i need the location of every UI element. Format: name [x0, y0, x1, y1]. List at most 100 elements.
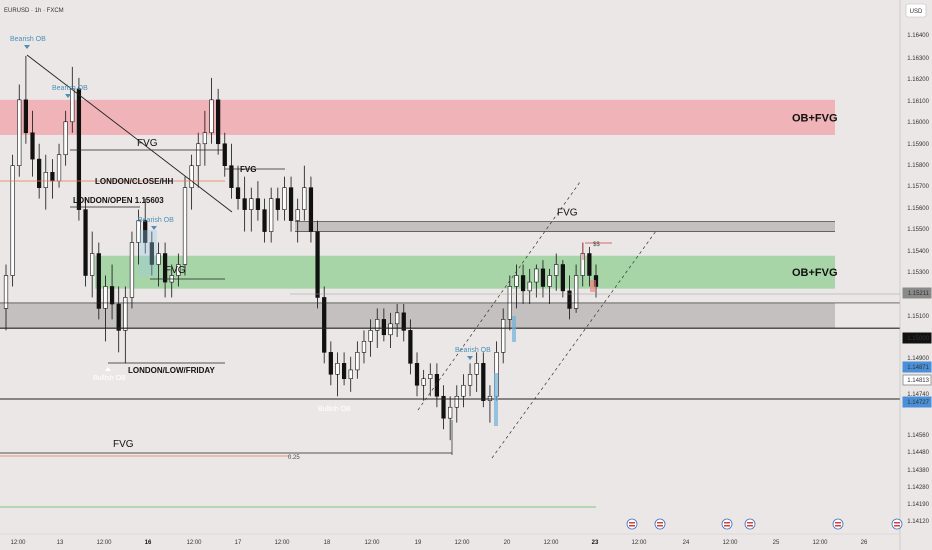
candle — [308, 176, 314, 243]
london-low-label: LONDON/LOW/FRIDAY — [128, 366, 215, 375]
candle — [381, 308, 386, 342]
price-badge-label: 1.14813 — [907, 378, 929, 384]
candle — [10, 154, 15, 287]
candle-body — [547, 275, 552, 287]
price-badge — [902, 374, 932, 386]
y-tick-label: 1.14740 — [907, 392, 929, 398]
price-badge-label: 1.15211 — [908, 291, 930, 297]
candle — [573, 264, 579, 313]
candle — [474, 352, 479, 392]
candle-body — [527, 281, 532, 292]
channel-upper — [417, 181, 581, 411]
bearish-ob-1-label: Bearish OB — [10, 36, 46, 43]
candle — [116, 286, 121, 353]
candle-body — [116, 303, 121, 331]
x-tick-label: 17 — [235, 540, 242, 546]
price-badge-label: 1.14727 — [907, 400, 929, 406]
candle — [361, 330, 367, 364]
candle-body — [37, 158, 42, 188]
candle — [249, 187, 254, 232]
candle — [388, 312, 393, 348]
price-axis-bg — [900, 0, 932, 550]
bearish-ob-4-label: Bearish OB — [455, 347, 491, 354]
price-badge — [902, 396, 932, 408]
y-tick-label: 1.15800 — [907, 163, 929, 169]
y-tick-label: 1.15300 — [907, 270, 929, 276]
candle — [189, 154, 194, 210]
candle-body — [222, 143, 227, 167]
zone-label-0: OB+FVG — [792, 112, 838, 124]
candle — [162, 242, 168, 298]
y-tick-label: 1.15600 — [907, 206, 929, 212]
candle — [196, 132, 201, 188]
candle-body — [328, 352, 333, 375]
candle-body — [381, 319, 386, 336]
lines-layer — [0, 54, 900, 508]
bearish-ob-3-marker — [151, 226, 157, 230]
candle — [335, 352, 340, 397]
candle — [202, 110, 207, 166]
zone-label-2: OB+FVG — [792, 267, 838, 279]
candle — [554, 253, 559, 291]
y-tick-label: 1.15700 — [907, 184, 929, 190]
candle — [547, 268, 552, 305]
candle-body — [474, 363, 479, 375]
candle — [3, 264, 9, 331]
x-tick-label: 19 — [415, 540, 422, 546]
x-tick-label: 12:00 — [543, 540, 559, 546]
x-tick-label: 13 — [57, 540, 64, 546]
candle-body — [83, 209, 88, 276]
us-flag-icon — [891, 518, 903, 530]
candle — [421, 369, 426, 401]
candle-body — [63, 121, 68, 156]
candle-body — [149, 242, 154, 265]
x-tick-label: 12:00 — [454, 540, 470, 546]
fvg4-label: FVG — [113, 439, 134, 450]
zone-red-0 — [0, 99, 835, 135]
candle — [501, 308, 506, 364]
us-flag-icon — [626, 518, 638, 530]
candle-body — [216, 99, 221, 145]
candle-body — [182, 187, 188, 265]
candle — [123, 286, 128, 364]
candle-body — [123, 297, 128, 331]
price-badge — [902, 287, 932, 299]
candle-body — [282, 187, 287, 210]
candle-body — [242, 198, 247, 210]
candle — [129, 231, 135, 309]
currency-label: USD — [910, 9, 923, 15]
candle — [43, 154, 48, 210]
candle-body — [567, 290, 572, 309]
candle-body — [269, 198, 274, 232]
y-tick-label: 1.14480 — [907, 450, 929, 456]
red-marker-box — [590, 280, 596, 292]
candle-body — [235, 187, 241, 199]
candle-body — [249, 198, 254, 210]
y-tick-label: 1.16000 — [907, 120, 929, 126]
candle — [567, 275, 572, 320]
candle — [209, 77, 214, 144]
candle — [76, 77, 82, 221]
zone-gray-3 — [0, 302, 835, 329]
x-tick-label: 24 — [683, 540, 690, 546]
candle-body — [573, 275, 579, 309]
x-tick-label: 26 — [861, 540, 868, 546]
candle — [587, 246, 592, 287]
flag-stripe — [724, 522, 730, 524]
candle-body — [3, 275, 9, 309]
candle — [96, 242, 101, 320]
candle-body — [23, 99, 29, 134]
zone-gray-1 — [295, 221, 835, 232]
candle — [182, 176, 188, 276]
candle — [262, 198, 267, 243]
candle — [149, 231, 154, 276]
candle — [461, 374, 466, 408]
x-tick-label: 16 — [145, 540, 152, 546]
x-tick-label: 25 — [773, 540, 780, 546]
bearish-ob-3-label: Bearish OB — [138, 217, 174, 224]
candle-body — [421, 378, 426, 386]
bearish-ob-4-marker — [467, 356, 473, 360]
flag-stripe — [657, 522, 663, 524]
